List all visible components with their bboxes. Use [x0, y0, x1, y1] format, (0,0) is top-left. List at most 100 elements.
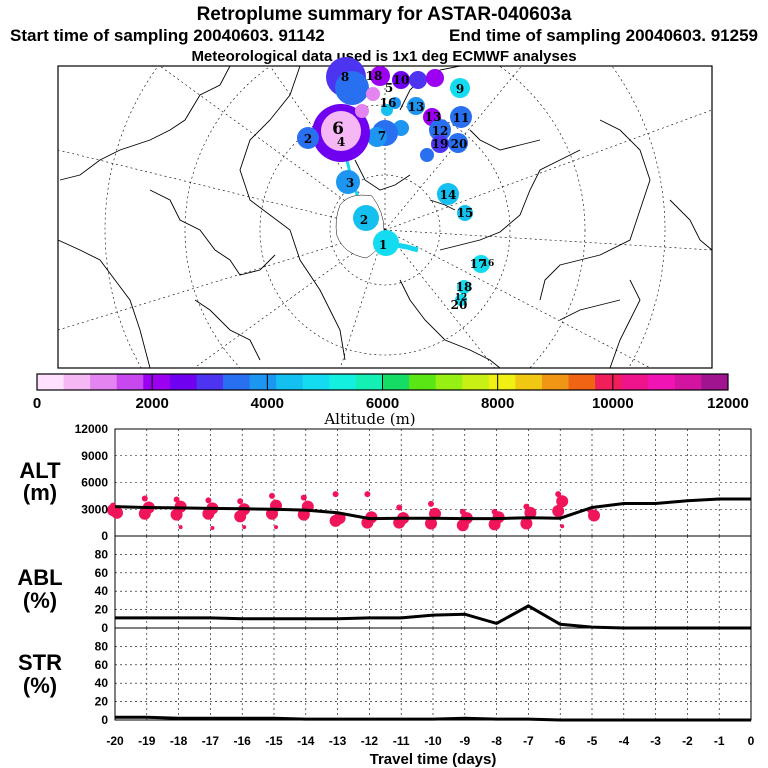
alt-cluster-marker [524, 506, 537, 519]
alt-cluster-marker [178, 525, 183, 530]
cluster-label: 20 [451, 137, 468, 151]
x-tick-label: -20 [106, 734, 124, 748]
x-tick-label: -2 [682, 734, 693, 748]
figure-title: Retroplume summary for ASTAR-040603a [197, 4, 572, 25]
cluster-label: 3 [346, 176, 354, 190]
x-tick-label: -7 [523, 734, 534, 748]
altitude-colorbar: 0 2000 4000 6000 8000 10000 12000 [33, 373, 749, 412]
alt-cluster-marker [556, 495, 569, 508]
alt-cluster-marker [488, 518, 501, 531]
alt-cluster-marker [396, 504, 403, 511]
alt-cluster-marker [520, 517, 533, 530]
y-tick-label: 80 [95, 547, 109, 561]
colorbar-tick: 10000 [592, 395, 634, 412]
meteorological-data-label: Meteorological data used is 1x1 deg ECMW… [191, 48, 576, 65]
colorbar-swatch [143, 374, 171, 390]
colorbar-swatch [63, 374, 91, 390]
colorbar-swatch [701, 374, 729, 390]
y-tick-label: 6000 [81, 476, 108, 490]
x-tick-label: -5 [587, 734, 598, 748]
abl-panel-unit: (%) [23, 588, 57, 613]
abl-panel: 0 20 40 60 80 ABL (%) [17, 535, 752, 635]
alt-cluster-marker [202, 507, 215, 520]
alt-mean-line [114, 497, 751, 521]
colorbar-swatch [196, 374, 224, 390]
alt-cluster-marker [274, 525, 278, 530]
x-axis-label: Travel time (days) [370, 751, 497, 768]
x-tick-label: -4 [618, 734, 629, 748]
alt-cluster-markers [107, 491, 600, 532]
y-tick-label: 0 [101, 529, 108, 543]
alt-cluster-marker [555, 491, 562, 498]
y-tick-label: 0 [101, 713, 108, 727]
y-tick-label: 80 [95, 639, 109, 653]
x-axis-ticks: -20 -19 -18 -17 -16 -15 -14 -13 -12 -11 -10 -9 -8 -7-… [106, 734, 754, 748]
coastlines [58, 66, 712, 368]
x-tick-label: -12 [361, 734, 379, 748]
cluster-label: 18 [456, 280, 473, 294]
x-tick-label: -10 [424, 734, 442, 748]
alt-cluster-marker [428, 500, 434, 507]
cluster-label: 2 [304, 132, 312, 146]
alt-cluster-marker [242, 525, 247, 530]
cluster-label: 4 [337, 135, 345, 149]
colorbar-swatch [249, 374, 277, 390]
colorbar-swatch [674, 374, 702, 390]
alt-cluster-marker [269, 492, 275, 499]
str-grid [115, 628, 751, 720]
alt-panel-title: ALT [19, 458, 61, 483]
colorbar-swatch [595, 374, 623, 390]
x-tick-label: -15 [265, 734, 283, 748]
x-tick-label: 0 [748, 734, 755, 748]
cluster-label: 6 [332, 119, 344, 139]
colorbar-tick: 2000 [135, 395, 168, 412]
colorbar-swatch [488, 374, 516, 390]
cluster-label: 17 [470, 257, 487, 271]
alt-cluster-marker [456, 519, 469, 532]
colorbar-swatch [541, 374, 570, 390]
str-panel: 0 20 40 60 80 STR (%) [18, 627, 752, 727]
colorbar-swatch [648, 374, 676, 390]
colorbar-swatch [462, 374, 490, 390]
y-tick-label: 20 [95, 695, 109, 709]
cluster-label: 12 [455, 293, 468, 303]
y-tick-label: 40 [95, 676, 109, 690]
alt-cluster-marker [552, 505, 565, 518]
colorbar-tick: 8000 [481, 395, 514, 412]
cluster-label: 7 [378, 129, 386, 143]
colorbar-swatch [169, 374, 197, 390]
colorbar-swatch [435, 374, 463, 390]
alt-cluster-marker [300, 494, 307, 501]
x-tick-label: -6 [555, 734, 566, 748]
alt-cluster-marker [138, 507, 151, 520]
plume-clusters [297, 57, 490, 306]
start-time-label: Start time of sampling 20040603. 91142 [10, 26, 325, 45]
str-line [115, 715, 751, 722]
alt-cluster-marker [205, 497, 212, 504]
polar-map: 1 2 3 4 5 6 7 8 9 10 11 12 13 14 15 16 1… [57, 57, 713, 369]
alt-panel: 0 3000 6000 9000 12000 ALT (m) [19, 422, 752, 543]
map-frame [57, 65, 713, 369]
cluster-label: 1 [379, 238, 387, 252]
x-tick-label: -9 [459, 734, 470, 748]
alt-cluster-marker [364, 491, 371, 498]
alt-cluster-marker [560, 524, 565, 529]
y-tick-label: 40 [95, 584, 109, 598]
y-tick-label: 3000 [81, 502, 108, 516]
end-time-label: End time of sampling 20040603. 91259 [449, 26, 758, 45]
colorbar-swatch [302, 374, 330, 390]
y-tick-label: 12000 [75, 422, 109, 436]
alt-cluster-marker [588, 509, 600, 522]
x-tick-label: -11 [393, 734, 410, 748]
alt-cluster-marker [234, 510, 247, 523]
y-tick-label: 20 [95, 603, 109, 617]
x-tick-label: -19 [138, 734, 156, 748]
cluster-label: 14 [440, 188, 457, 202]
alt-cluster-marker [329, 514, 342, 527]
colorbar-swatch [568, 374, 596, 390]
colorbar-swatch [90, 374, 118, 390]
abl-grid [115, 536, 751, 628]
cluster-label: 19 [432, 137, 449, 151]
cluster-label: 16 [482, 259, 495, 269]
